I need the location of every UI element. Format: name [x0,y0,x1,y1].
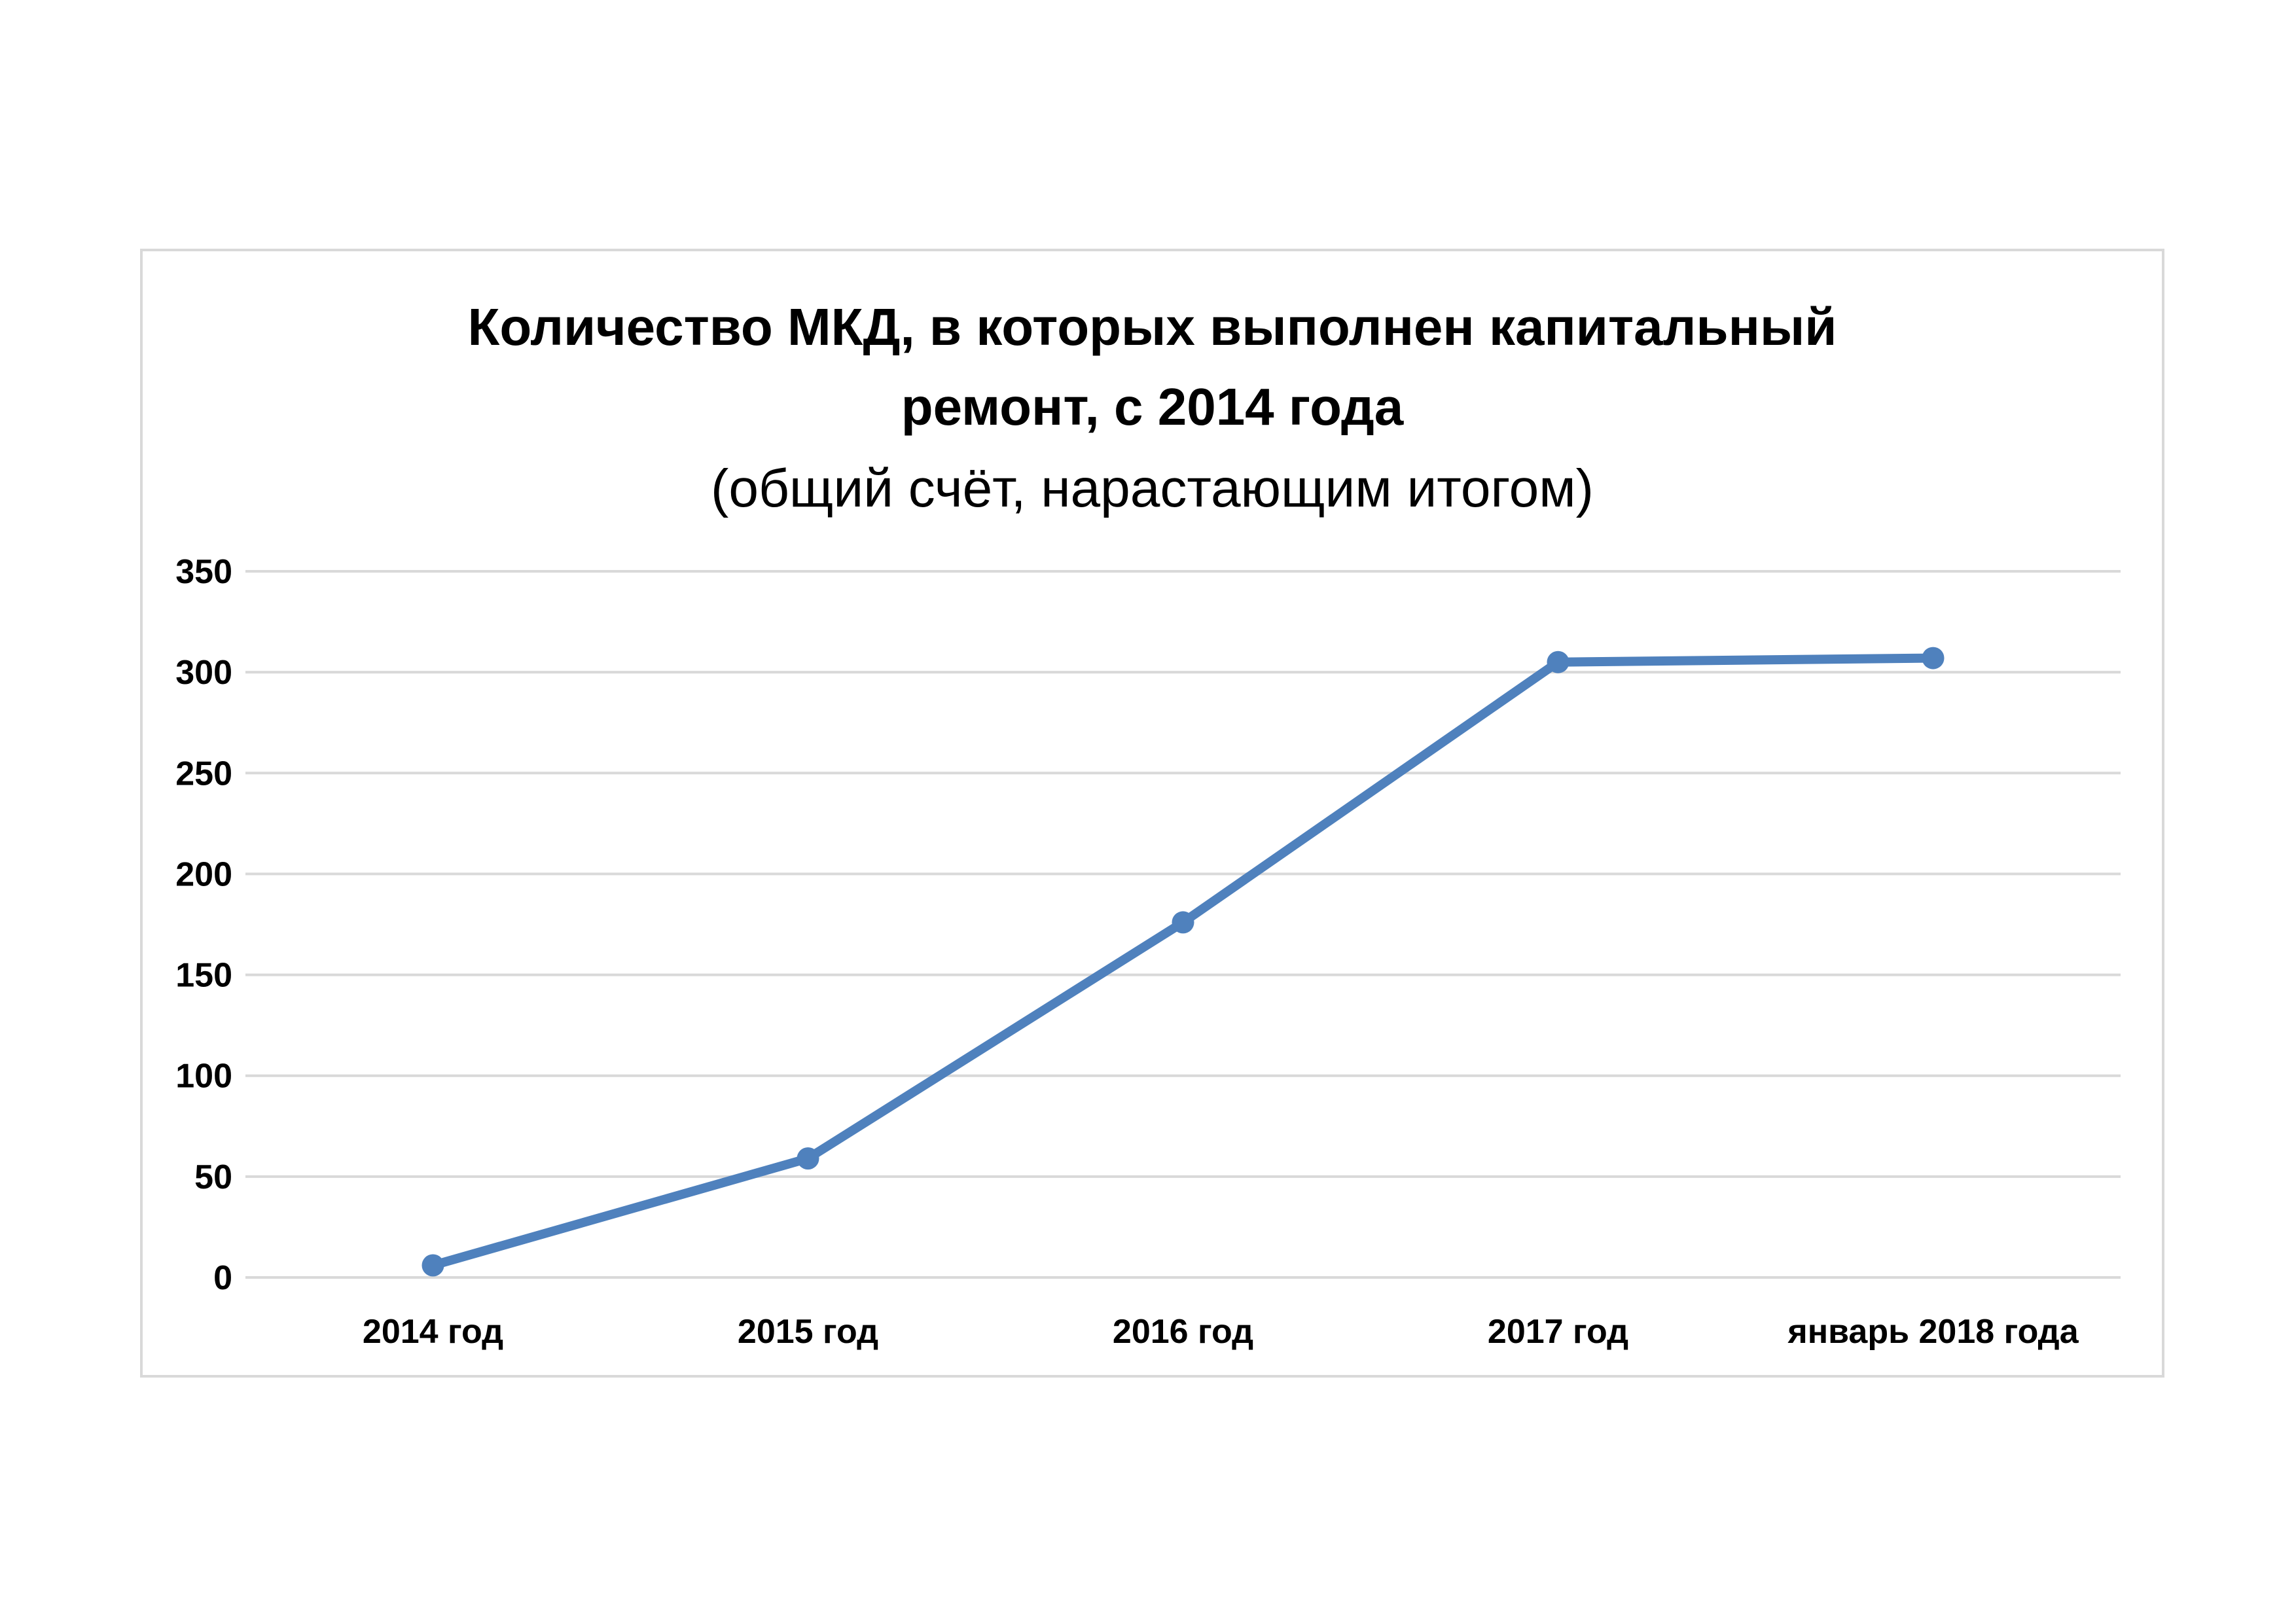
y-tick-label: 250 [175,755,232,793]
data-series [422,647,1945,1277]
data-point-marker [422,1254,444,1277]
chart-title-line-1: Количество МКД, в которых выполнен капит… [467,298,1837,356]
y-tick-label: 200 [175,855,232,893]
x-tick-label: 2015 год [738,1313,878,1351]
y-tick-label: 350 [175,553,232,591]
x-tick-label: 2014 год [363,1313,503,1351]
y-tick-label: 300 [175,654,232,692]
y-tick-label: 50 [194,1158,232,1196]
data-point-marker [1922,647,1945,669]
chart-frame: Количество МКД, в которых выполнен капит… [140,249,2164,1378]
y-tick-label: 0 [213,1259,232,1297]
gridlines [245,570,2121,1279]
chart-title-block: Количество МКД, в которых выполнен капит… [143,287,2162,531]
y-tick-label: 150 [175,957,232,995]
chart-subtitle: (общий счёт, нарастающим итогом) [711,459,1594,518]
x-tick-label: январь 2018 года [1787,1313,2079,1351]
x-tick-label: 2016 год [1113,1313,1253,1351]
x-axis-tick-labels: 2014 год 2015 год 2016 год 2017 год январь 2… [363,1313,2079,1351]
data-point-marker [1172,911,1194,934]
x-tick-label: 2017 год [1488,1313,1628,1351]
data-point-marker [797,1147,819,1170]
chart-title-line-2: ремонт, с 2014 года [901,378,1404,436]
y-axis-tick-labels: 0 50 100 150 200 250 300 350 [175,553,232,1297]
data-point-marker [1547,651,1570,673]
series-line [428,653,1938,1270]
y-tick-label: 100 [175,1058,232,1096]
